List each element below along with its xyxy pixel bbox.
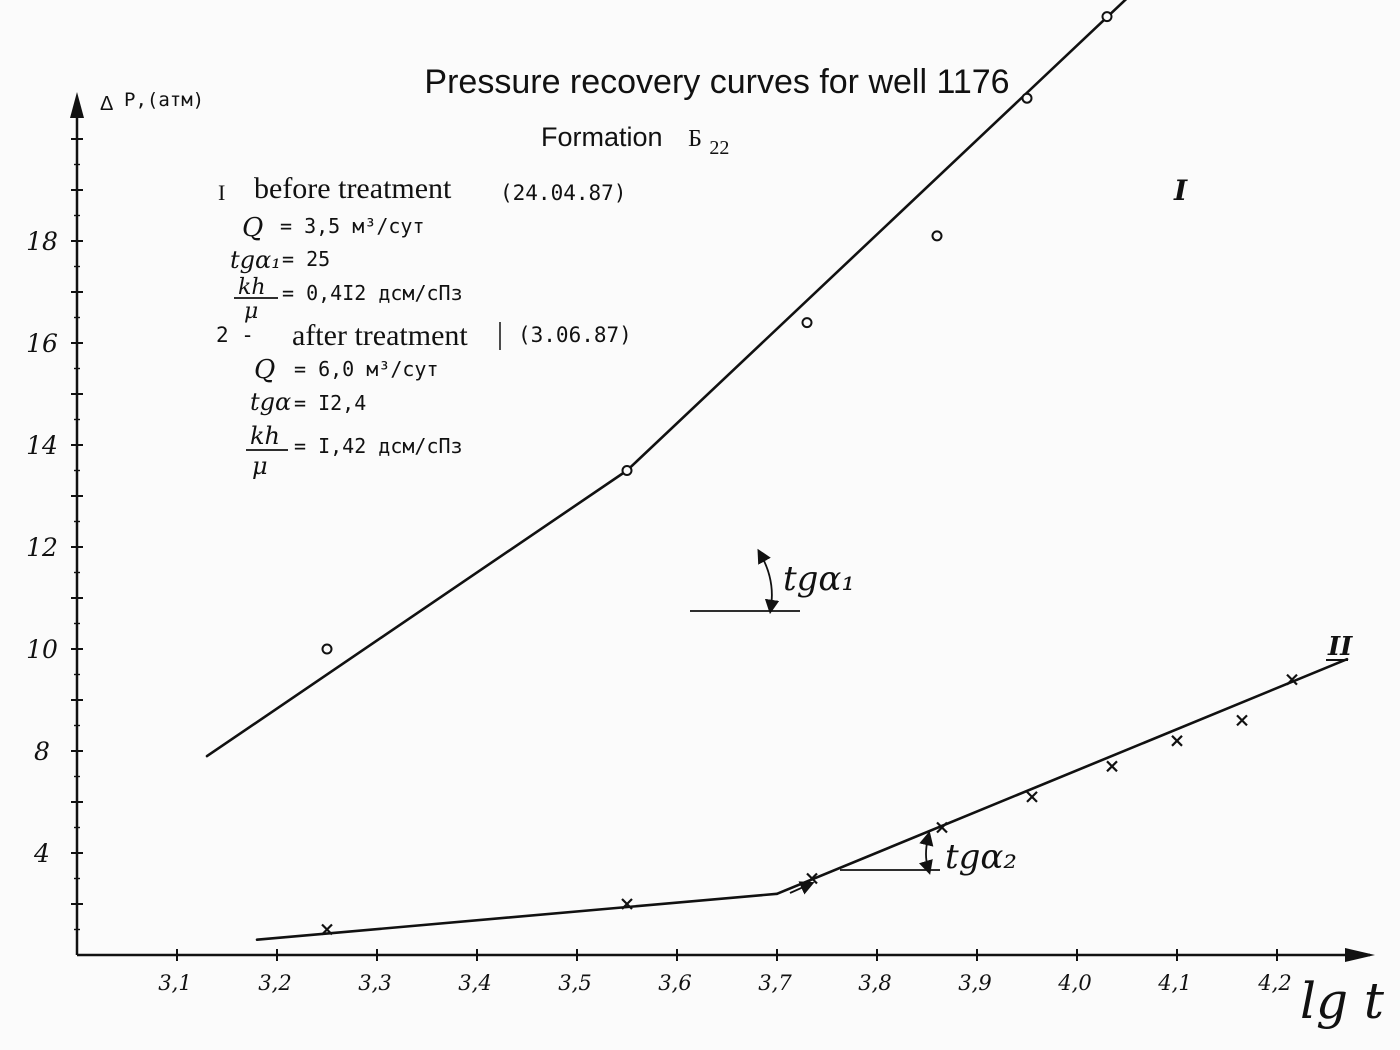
x-tick-label: 3,6: [658, 971, 691, 995]
subtitle-text: Formation: [541, 122, 663, 152]
slope2-label: tgα₂: [945, 837, 1017, 877]
y-tick-label: 16: [26, 329, 58, 358]
series-1-label: I: [1173, 174, 1188, 207]
series-1-point: [801, 317, 813, 329]
x-tick-label: 4,1: [1157, 971, 1191, 995]
data-points: [321, 11, 1298, 936]
curve2-index: 2 -: [216, 323, 254, 347]
y-tick-label: 14: [26, 431, 58, 460]
series-2-fit-line: [255, 892, 779, 942]
series-1-fit-line: [205, 469, 629, 758]
series-1-fit-line: [625, 0, 1128, 472]
curve2-kh-value: = I,42 дсм/сПз: [294, 434, 463, 458]
slope2-small-arrow-icon: [789, 881, 815, 895]
series-2-point: [1106, 760, 1118, 773]
curve1-tg-symbol: tgα₁: [230, 246, 281, 274]
x-tick-label: 4,2: [1257, 971, 1291, 995]
curve2-tg-value: = I2,4: [294, 391, 366, 415]
curve1-q-value: = 3,5 м³/сут: [280, 214, 425, 238]
curve1-q-symbol: Q: [242, 213, 263, 243]
y-tick-label: 4: [33, 839, 50, 868]
series-labels: III: [1173, 174, 1353, 662]
fit-lines: [205, 0, 1349, 942]
x-axis-label: lg t: [1300, 972, 1385, 1030]
chart-title: Pressure recovery curves for well 1176: [424, 63, 1009, 101]
y-tick-label: 8: [34, 737, 50, 766]
y-axis-delta: Δ: [100, 93, 113, 115]
series-2-point: [936, 821, 948, 834]
series-1-point: [1101, 11, 1113, 23]
x-tick-label: 3,3: [358, 971, 391, 995]
x-tick-label: 3,5: [558, 971, 591, 995]
series-2-point: [621, 898, 633, 910]
y-tick-label: 12: [26, 533, 58, 562]
y-axis-arrow-icon: [70, 92, 84, 118]
curve2-date: (3.06.87): [518, 323, 632, 347]
curve2-q-symbol: Q: [254, 355, 275, 385]
series-2-label: II: [1327, 632, 1353, 662]
series-1-point: [321, 643, 333, 655]
series-1-point: [931, 230, 943, 242]
x-tick-label: 3,9: [958, 971, 991, 995]
curve2-kh-denominator: μ: [252, 452, 268, 480]
series-2-point: [1171, 735, 1183, 747]
y-tick-label: 10: [26, 635, 58, 664]
subtitle-symbol: Б: [688, 126, 702, 152]
x-tick-label: 4,0: [1057, 971, 1091, 995]
x-tick-label: 3,1: [158, 971, 191, 995]
subtitle-subscript: 22: [709, 137, 729, 159]
slope1-label: tgα₁: [783, 559, 855, 599]
slope2-arc-icon: [919, 830, 934, 875]
slope-construction-2: [789, 830, 940, 895]
annotation-after: 2 - after treatment (3.06.87) Q = 6,0 м³…: [216, 319, 632, 480]
y-axis-label: P,(атм): [124, 89, 204, 111]
x-tick-label: 3,7: [758, 971, 792, 995]
x-tick-label: 3,4: [458, 971, 491, 995]
series-2-point: [806, 872, 818, 885]
curve2-label: after treatment: [292, 319, 468, 352]
slope-construction-1: [690, 548, 800, 615]
curve2-tg-symbol: tgα: [250, 388, 291, 416]
y-tick-label: 18: [26, 227, 58, 256]
series-2-point: [1286, 673, 1298, 686]
series-2-point: [1026, 791, 1038, 803]
curve2-kh-numerator: kh: [250, 422, 280, 450]
curve1-tg-value: = 25: [282, 247, 330, 271]
series-1-point: [621, 465, 633, 476]
curve1-label: before treatment: [254, 172, 452, 205]
axes: [70, 92, 1375, 962]
curve2-q-value: = 6,0 м³/сут: [294, 357, 439, 381]
series-2-fit-line: [775, 657, 1349, 896]
curve1-kh-denominator: μ: [244, 299, 258, 324]
chart-subtitle: Formation Б 22: [541, 122, 729, 159]
curve1-kh-value: = 0,4I2 дсм/сПз: [282, 281, 463, 305]
series-2-point: [321, 923, 333, 936]
curve1-kh-numerator: kh: [238, 275, 266, 300]
slope1-arc-icon: [757, 548, 780, 615]
axis-ticks: 3,1 3,2 3,3 3,4 3,5 3,6 3,7 3,8 3,9 4,0 4,1 4,2 4 8 10…: [26, 138, 1292, 995]
curve1-index: I: [218, 180, 225, 205]
x-axis-arrow-icon: [1345, 948, 1375, 962]
series-2-point: [1236, 714, 1248, 727]
series-1-point: [1021, 92, 1033, 104]
curve1-date: (24.04.87): [500, 181, 626, 205]
x-tick-label: 3,8: [858, 971, 891, 995]
x-tick-label: 3,2: [258, 971, 291, 995]
annotation-before: I before treatment (24.04.87) Q = 3,5 м³…: [218, 172, 626, 324]
